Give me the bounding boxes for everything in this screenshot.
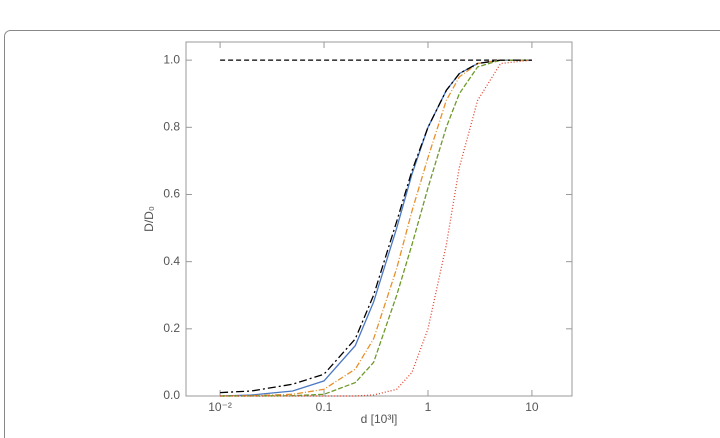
y-tick-label: 0.6 (163, 187, 180, 201)
x-tick-label: 10 (525, 400, 539, 414)
y-tick-label: 0.0 (163, 388, 180, 402)
plot-frame (185, 41, 573, 397)
x-axis-label: d [10³l] (361, 412, 398, 426)
panel-frame (4, 30, 720, 438)
curve (220, 59, 532, 397)
x-tick-label: 10⁻² (208, 400, 232, 414)
y-tick-label: 1.0 (163, 52, 180, 66)
curve (220, 59, 532, 394)
x-tick-label: 0.1 (316, 400, 333, 414)
curve (220, 59, 532, 397)
curve (220, 59, 532, 397)
curve (220, 59, 532, 397)
y-tick-label: 0.2 (163, 321, 180, 335)
y-tick-label: 0.4 (163, 254, 180, 268)
y-axis-label: D/D₀ (142, 206, 156, 232)
y-tick-label: 0.8 (163, 119, 180, 133)
x-tick-label: 1 (425, 400, 432, 414)
